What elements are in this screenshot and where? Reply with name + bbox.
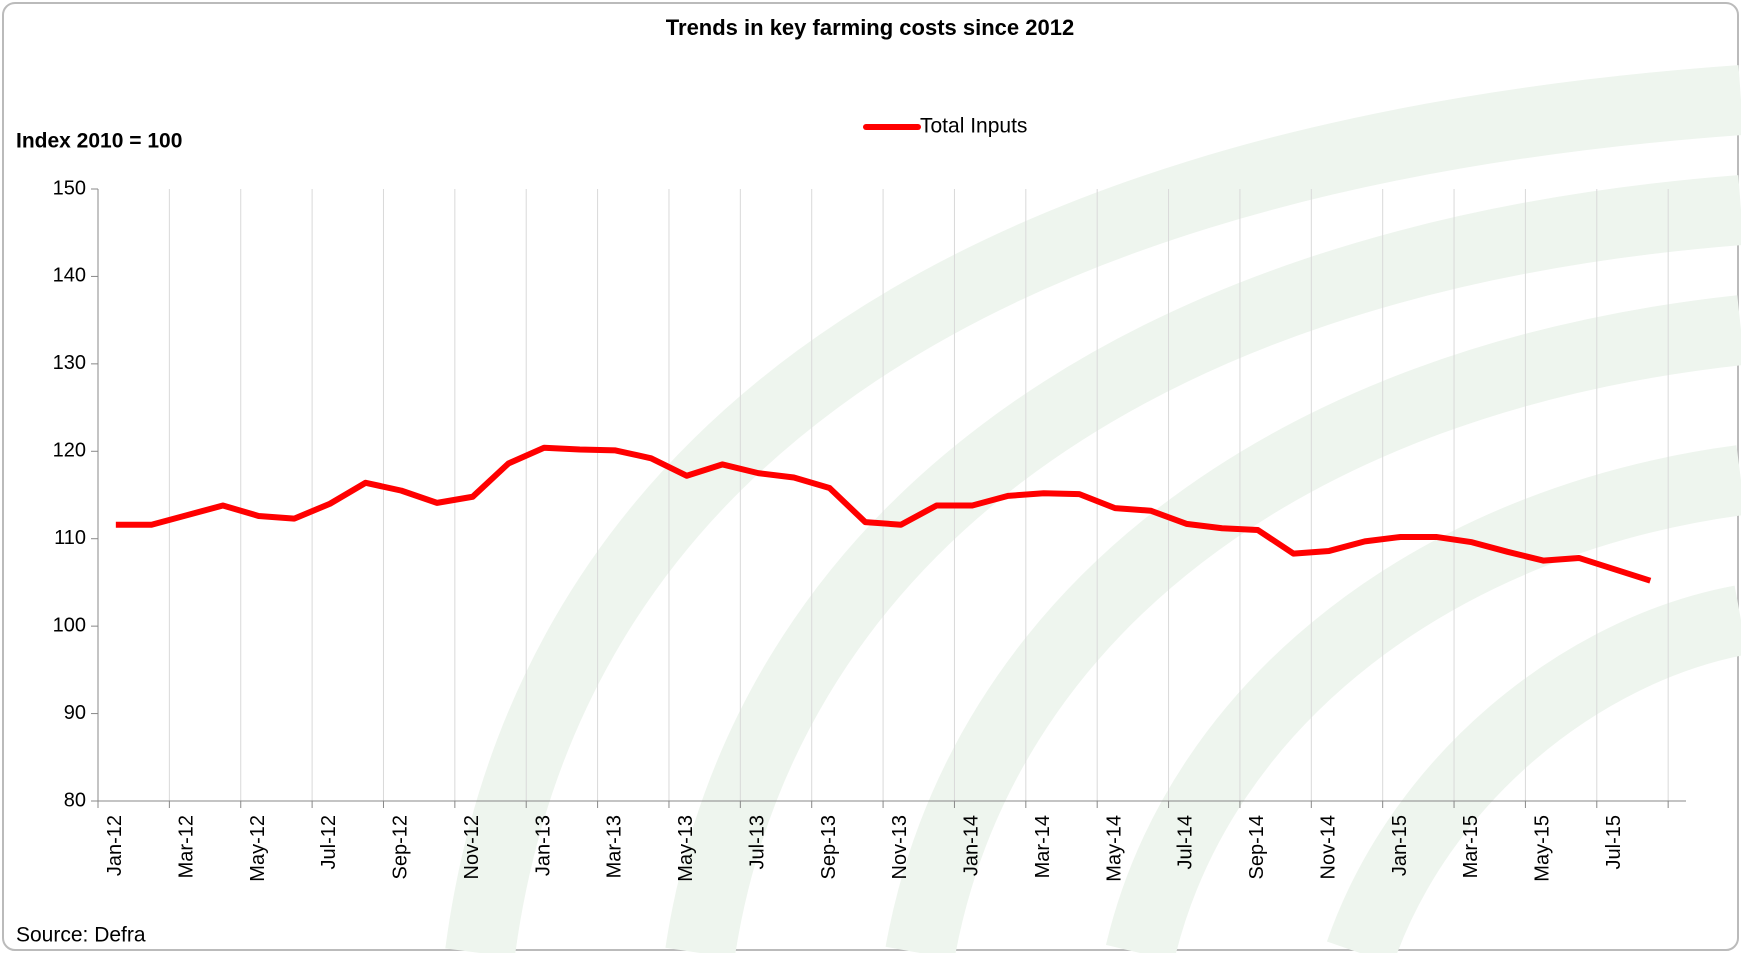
x-tick-label: May-14: [1103, 815, 1125, 882]
y-tick-label: 90: [64, 702, 86, 724]
x-tick-label: Jul-15: [1603, 815, 1625, 869]
y-tick-label: 110: [54, 527, 86, 549]
x-tick-label: Nov-13: [889, 815, 911, 879]
x-tick-label: Nov-12: [461, 815, 483, 879]
x-tick-label: May-13: [675, 815, 697, 882]
y-tick-label: 130: [53, 352, 86, 374]
y-tick-label: 150: [53, 177, 86, 199]
x-tick-label: Jan-13: [532, 815, 554, 876]
y-tick-label: 120: [53, 440, 86, 462]
x-tick-label: May-12: [247, 815, 269, 882]
x-tick-label: Mar-13: [604, 815, 626, 878]
data-line: [115, 444, 1652, 584]
x-tick-label: Sep-12: [390, 815, 412, 880]
y-tick-label: 100: [53, 614, 86, 636]
x-tick-label: Jan-12: [104, 815, 126, 876]
x-tick-label: Mar-12: [175, 815, 197, 878]
x-tick-label: May-15: [1532, 815, 1554, 882]
y-tick-label: 80: [64, 789, 86, 811]
x-tick-label: Mar-14: [1032, 815, 1054, 878]
x-tick-label: Jan-14: [961, 815, 983, 876]
x-tick-label: Jul-14: [1175, 815, 1197, 869]
x-tick-label: Jul-12: [318, 815, 340, 869]
chart-title: Trends in key farming costs since 2012: [666, 15, 1074, 40]
source-note: Source: Defra: [16, 924, 146, 947]
background-decoration: [445, 65, 1741, 958]
x-tick-label: Jul-13: [746, 815, 768, 869]
legend-label: Total Inputs: [920, 115, 1027, 138]
x-tick-label: Sep-14: [1246, 815, 1268, 880]
x-tick-label: Sep-13: [818, 815, 840, 880]
y-tick-label: 140: [53, 265, 86, 287]
x-tick-label: Mar-15: [1460, 815, 1482, 878]
y-axis-label: Index 2010 = 100: [16, 130, 182, 153]
x-tick-label: Nov-14: [1317, 815, 1339, 879]
x-tick-label: Jan-15: [1389, 815, 1411, 876]
